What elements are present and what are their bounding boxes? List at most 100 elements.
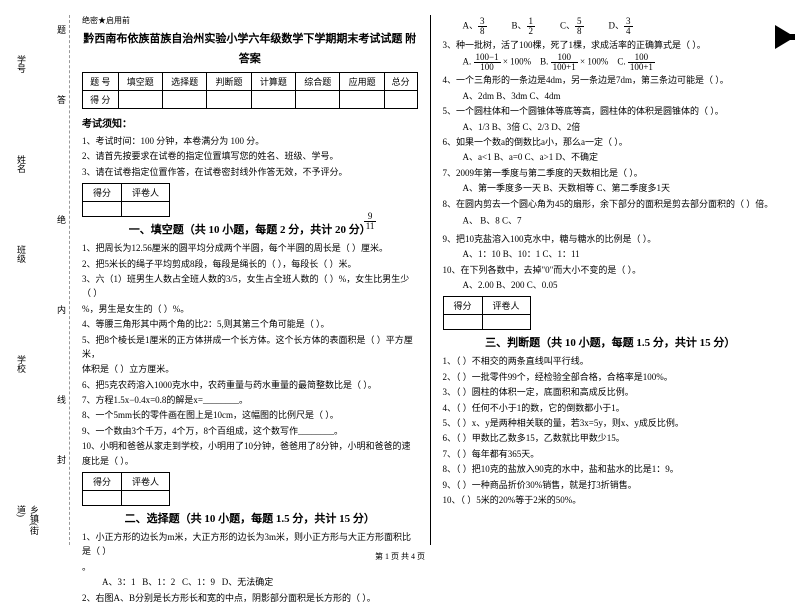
option-text: × 100% [580, 57, 608, 67]
fraction: 100−1100 [474, 53, 501, 72]
options: A、2.00 B、200 C、0.05 [443, 278, 779, 292]
table-header: 综合题 [296, 73, 340, 91]
table-header: 应用题 [340, 73, 384, 91]
question: 2、把5米长的绳子平均剪成8段，每段是绳长的（ ），每段长（ ）米。 [82, 257, 418, 271]
options: A、1：10 B、10：1 C、1：11 [443, 247, 779, 261]
options: A、1/3 B、3倍 C、2/3 D、2倍 [443, 120, 779, 134]
north-arrow-icon [775, 25, 795, 49]
option: D、34 [609, 17, 633, 36]
question: 8、在圆内剪去一个圆心角为45的扇形，余下部分的面积是剪去部分面积的（ ）倍。 [443, 197, 779, 211]
option: B、12 [512, 17, 536, 36]
option: B. [540, 57, 548, 67]
question: 8、（ ）把10克的盐放入90克的水中，盐和盐水的比是1：9。 [443, 462, 779, 476]
question: 6、如果一个数a的倒数比a小，那么a一定（ ）。 [443, 135, 779, 149]
marker-cell: 评卷人 [482, 297, 530, 315]
table-cell[interactable] [296, 91, 340, 109]
margin-label: 封 [55, 455, 68, 464]
table-cell[interactable] [384, 91, 417, 109]
margin-label: 题 [55, 25, 68, 34]
question: 体积是（ ）立方厘米。 [82, 362, 418, 376]
table-cell[interactable] [340, 91, 384, 109]
marker-cell[interactable] [122, 202, 170, 217]
option: B、1：2 [142, 577, 175, 587]
question: 7、2009年第一季度与第二季度的天数相比是（ ）。 [443, 166, 779, 180]
table-cell: 得 分 [83, 91, 119, 109]
notice-line: 1、考试时间：100 分钟，本卷满分为 100 分。 [82, 134, 418, 148]
table-header: 题 号 [83, 73, 119, 91]
question: 2、（ ）一批零件99个，经检验全部合格，合格率是100%。 [443, 370, 779, 384]
options-row: A、 B、8 C、7 911 [443, 212, 779, 231]
marker-cell[interactable] [122, 491, 170, 506]
question: 9、把10克盐溶入100克水中，糖与糖水的比例是（ ）。 [443, 232, 779, 246]
option: A、3：1 [102, 577, 136, 587]
margin-label: 线 [55, 395, 68, 404]
marker-table: 得分评卷人 [82, 183, 170, 217]
question: 6、把5克农药溶入1000克水中，农药重量与药水重量的最简整数比是（ ）。 [82, 378, 418, 392]
question: 9、一个数由3个千万，4个万，8个百组成，这个数写作________。 [82, 424, 418, 438]
question: 7、（ ）每年都有365天。 [443, 447, 779, 461]
table-cell[interactable] [118, 91, 162, 109]
exam-title: 黔西南布依族苗族自治州实验小学六年级数学下学期期末考试试题 附 [82, 30, 418, 46]
option-text: × 100% [503, 57, 531, 67]
table-header: 选择题 [162, 73, 206, 91]
table-header: 总分 [384, 73, 417, 91]
notice-line: 2、请首先按要求在试卷的指定位置填写您的姓名、班级、学号。 [82, 149, 418, 163]
margin-label: 学号 [15, 55, 28, 73]
question: 5、把8个棱长是1厘米的正方体拼成一个长方体。这个长方体的表面积是（ ）平方厘米… [82, 333, 418, 362]
options-row: A、38 B、12 C、58 D、34 [443, 17, 779, 36]
fraction: 911 [364, 212, 377, 231]
question: 10、在下列各数中，去掉"0"而大小不变的是（ ）。 [443, 263, 779, 277]
margin-label: 绝 [55, 215, 68, 224]
margin-label: 乡镇(街道) [15, 505, 41, 545]
section-3-title: 三、判断题（共 10 小题，每题 1.5 分，共计 15 分） [443, 334, 779, 350]
margin-label: 学校 [15, 355, 28, 373]
option: D、无法确定 [222, 577, 274, 587]
margin-label: 班级 [15, 245, 28, 263]
question: 10、（ ）5米的20%等于2米的50%。 [443, 493, 779, 507]
table-cell[interactable] [162, 91, 206, 109]
marker-cell[interactable] [443, 315, 482, 330]
binding-margin: 题 学号 答 姓名 绝 班级 内 学校 线 封 乡镇(街道) [10, 15, 70, 545]
score-table: 题 号 填空题 选择题 判断题 计算题 综合题 应用题 总分 得 分 [82, 72, 418, 109]
table-cell[interactable] [207, 91, 251, 109]
marker-cell: 得分 [83, 184, 122, 202]
question: 2、右图A、B分别是长方形长和宽的中点，阴影部分面积是长方形的（ ）。 [82, 591, 418, 605]
question: 9、（ ）一种商品折价30%销售，就是打3折销售。 [443, 478, 779, 492]
question: 1、把周长为12.56厘米的圆平均分成两个半圆，每个半圆的周长是（ ）厘米。 [82, 241, 418, 255]
table-header: 判断题 [207, 73, 251, 91]
option: A、38 [463, 17, 487, 36]
marker-cell[interactable] [83, 491, 122, 506]
marker-cell[interactable] [482, 315, 530, 330]
question: 5、一个圆柱体和一个圆锥体等底等高，圆柱体的体积是圆锥体的（ ）。 [443, 104, 779, 118]
option: C、1：9 [182, 577, 215, 587]
marker-cell[interactable] [83, 202, 122, 217]
question: %，男生是女生的（ ）%。 [82, 302, 418, 316]
option: C、58 [560, 17, 584, 36]
section-2-title: 二、选择题（共 10 小题，每题 1.5 分，共计 15 分） [82, 510, 418, 526]
marker-cell: 得分 [443, 297, 482, 315]
options-row: A. 100−1100 × 100% B. 100100+1 × 100% C.… [443, 53, 779, 72]
option: C. [617, 57, 625, 67]
secrecy-tag: 绝密★启用前 [82, 15, 418, 26]
question: 3、（ ）圆柱的体积一定，底面积和高成反比例。 [443, 385, 779, 399]
exam-subtitle: 答案 [82, 50, 418, 66]
question: 4、（ ）任何不小于1的数，它的倒数都小于1。 [443, 401, 779, 415]
page-footer: 第 1 页 共 4 页 [0, 551, 800, 562]
options: A、2dm B、3dm C、4dm [443, 89, 779, 103]
option-text: A、 B、8 C、7 [463, 215, 522, 225]
question: 3、六（1）班男生人数占全班人数的3/5，女生占全班人数的（ ）%，女生比男生少… [82, 272, 418, 301]
fraction: 100100+1 [628, 53, 655, 72]
table-header: 填空题 [118, 73, 162, 91]
marker-cell: 得分 [83, 473, 122, 491]
table-cell[interactable] [251, 91, 295, 109]
options: A、第一季度多一天 B、天数相等 C、第二季度多1天 [443, 181, 779, 195]
question: 10、小明和爸爸从家走到学校，小明用了10分钟，爸爸用了8分钟，小明和爸爸的速度… [82, 439, 418, 468]
question: 3、种一批树，活了100棵，死了1棵，求成活率的正确算式是（ ）。 [443, 38, 779, 52]
table-header: 计算题 [251, 73, 295, 91]
question: 5、（ ）x、y是两种相关联的量，若3x=5y，则x、y成反比例。 [443, 416, 779, 430]
question: 1、（ ）不相交的两条直线叫平行线。 [443, 354, 779, 368]
marker-table: 得分评卷人 [82, 472, 170, 506]
question: 4、一个三角形的一条边是4dm，另一条边是7dm，第三条边可能是（ ）。 [443, 73, 779, 87]
margin-label: 内 [55, 305, 68, 314]
options: A、3：1 B、1：2 C、1：9 D、无法确定 [82, 575, 418, 589]
